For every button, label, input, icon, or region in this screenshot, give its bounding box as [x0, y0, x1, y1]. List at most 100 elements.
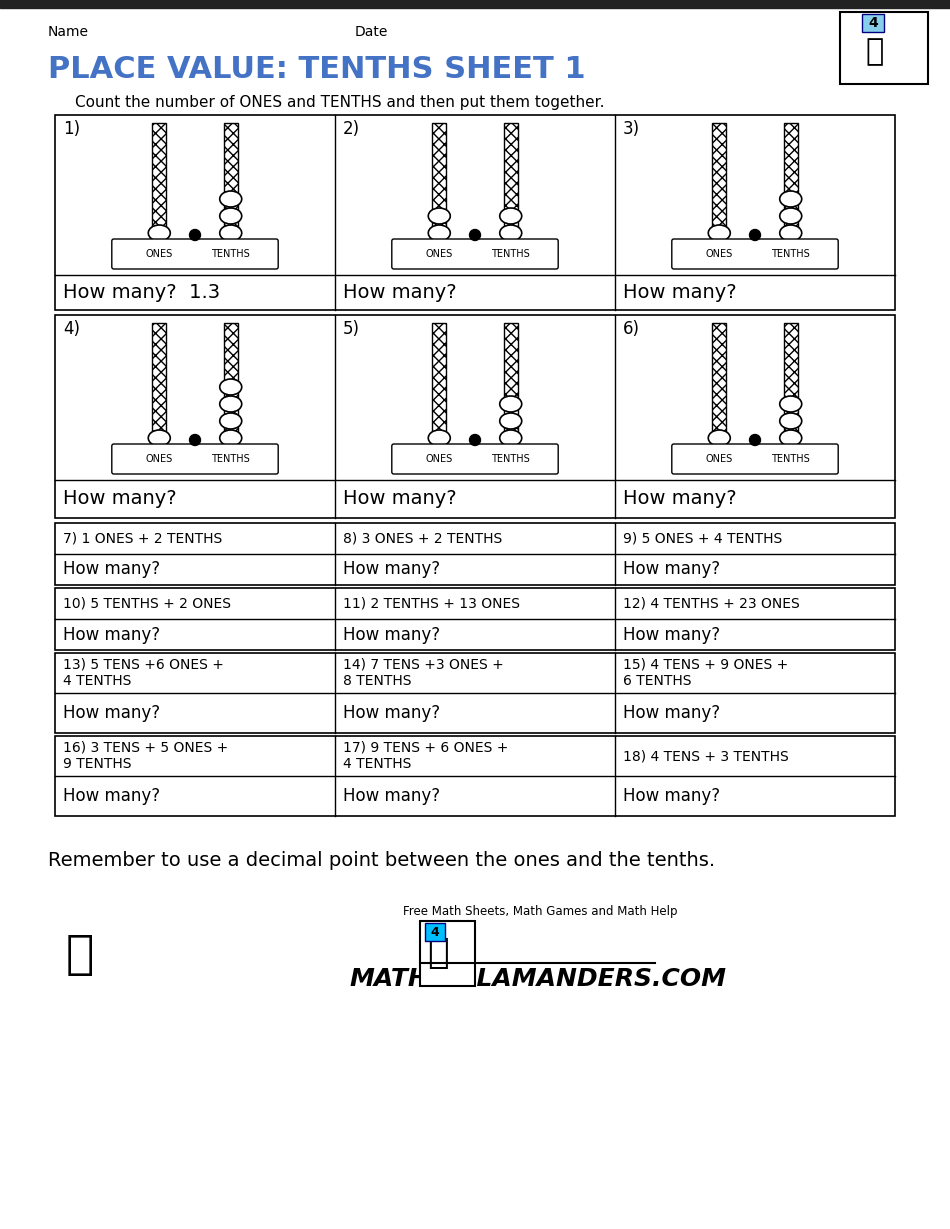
Text: How many?: How many?	[343, 704, 440, 721]
Text: TENTHS: TENTHS	[211, 249, 250, 259]
Text: How many?: How many?	[623, 489, 736, 509]
Text: Free Math Sheets, Math Games and Math Help: Free Math Sheets, Math Games and Math He…	[403, 905, 677, 918]
Ellipse shape	[780, 208, 802, 224]
Text: TENTHS: TENTHS	[771, 249, 810, 259]
Text: 4: 4	[868, 16, 878, 29]
Text: How many?: How many?	[343, 560, 440, 579]
Text: How many?: How many?	[63, 704, 161, 721]
Text: 9) 5 ONES + 4 TENTHS: 9) 5 ONES + 4 TENTHS	[623, 531, 782, 546]
Text: 5): 5)	[343, 320, 360, 338]
Ellipse shape	[219, 208, 241, 224]
Bar	[862, 14, 884, 32]
Ellipse shape	[780, 430, 802, 446]
Text: 6): 6)	[623, 320, 640, 338]
Bar	[55, 315, 895, 517]
Text: How many?: How many?	[63, 560, 161, 579]
Ellipse shape	[500, 225, 522, 241]
Bar	[784, 323, 798, 446]
Ellipse shape	[500, 208, 522, 224]
Ellipse shape	[219, 190, 241, 206]
Circle shape	[189, 230, 200, 241]
FancyBboxPatch shape	[112, 238, 278, 269]
Bar	[152, 123, 166, 241]
Text: How many?: How many?	[63, 626, 161, 644]
Text: How many?: How many?	[623, 283, 736, 302]
Text: 10) 5 TENTHS + 2 ONES: 10) 5 TENTHS + 2 ONES	[63, 596, 231, 611]
Circle shape	[189, 435, 200, 445]
Text: 7) 1 ONES + 2 TENTHS: 7) 1 ONES + 2 TENTHS	[63, 531, 222, 546]
Text: 8) 3 ONES + 2 TENTHS: 8) 3 ONES + 2 TENTHS	[343, 531, 503, 546]
Text: 18) 4 TENS + 3 TENTHS: 18) 4 TENS + 3 TENTHS	[623, 748, 788, 763]
Text: ONES: ONES	[706, 454, 732, 465]
Bar	[55, 524, 895, 585]
Text: 4: 4	[430, 925, 439, 939]
Text: 12) 4 TENTHS + 23 ONES: 12) 4 TENTHS + 23 ONES	[623, 596, 800, 611]
Ellipse shape	[219, 413, 241, 429]
Ellipse shape	[780, 225, 802, 241]
Text: TENTHS: TENTHS	[491, 454, 530, 465]
Text: ONES: ONES	[145, 249, 173, 259]
Bar	[0, 0, 950, 9]
Ellipse shape	[780, 396, 802, 412]
FancyBboxPatch shape	[391, 238, 559, 269]
Text: ONES: ONES	[426, 454, 453, 465]
Bar	[712, 323, 726, 446]
Text: MATH-SALAMANDERS.COM: MATH-SALAMANDERS.COM	[350, 967, 727, 991]
Ellipse shape	[148, 430, 170, 446]
Bar	[224, 123, 238, 241]
FancyBboxPatch shape	[672, 444, 838, 474]
Text: 17) 9 TENS + 6 ONES +
4 TENTHS: 17) 9 TENS + 6 ONES + 4 TENTHS	[343, 741, 508, 771]
Ellipse shape	[500, 413, 522, 429]
Text: How many?: How many?	[343, 489, 457, 509]
Text: TENTHS: TENTHS	[491, 249, 530, 259]
Text: How many?: How many?	[63, 489, 177, 509]
Text: 🐆: 🐆	[428, 936, 448, 970]
Text: How many?  1.3: How many? 1.3	[63, 283, 220, 302]
Bar	[55, 116, 895, 310]
Ellipse shape	[428, 225, 450, 241]
Ellipse shape	[780, 190, 802, 206]
Text: 1): 1)	[63, 120, 80, 138]
Bar	[840, 12, 928, 84]
Bar	[784, 123, 798, 241]
Text: 2): 2)	[343, 120, 360, 138]
Text: ONES: ONES	[145, 454, 173, 465]
Text: TENTHS: TENTHS	[771, 454, 810, 465]
Text: How many?: How many?	[63, 787, 161, 805]
Text: How many?: How many?	[623, 704, 720, 721]
Ellipse shape	[219, 225, 241, 241]
Text: How many?: How many?	[623, 787, 720, 805]
Text: 🦎: 🦎	[66, 934, 94, 978]
Bar	[55, 653, 895, 732]
Ellipse shape	[219, 396, 241, 412]
Text: How many?: How many?	[343, 283, 457, 302]
Text: Date: Date	[355, 25, 389, 39]
Text: 16) 3 TENS + 5 ONES +
9 TENTHS: 16) 3 TENS + 5 ONES + 9 TENTHS	[63, 741, 228, 771]
Text: How many?: How many?	[623, 626, 720, 644]
Text: 11) 2 TENTHS + 13 ONES: 11) 2 TENTHS + 13 ONES	[343, 596, 520, 611]
Ellipse shape	[709, 225, 731, 241]
Text: 14) 7 TENS +3 ONES +
8 TENTHS: 14) 7 TENS +3 ONES + 8 TENTHS	[343, 658, 504, 688]
Bar	[432, 123, 446, 241]
Bar	[712, 123, 726, 241]
Circle shape	[750, 230, 761, 241]
Ellipse shape	[148, 225, 170, 241]
Circle shape	[750, 435, 761, 445]
Text: How many?: How many?	[623, 560, 720, 579]
Text: Remember to use a decimal point between the ones and the tenths.: Remember to use a decimal point between …	[48, 852, 715, 870]
Circle shape	[469, 435, 481, 445]
Text: 15) 4 TENS + 9 ONES +
6 TENTHS: 15) 4 TENS + 9 ONES + 6 TENTHS	[623, 658, 788, 688]
Text: ONES: ONES	[426, 249, 453, 259]
Text: Name: Name	[48, 25, 89, 39]
Text: TENTHS: TENTHS	[211, 454, 250, 465]
Text: How many?: How many?	[343, 787, 440, 805]
Ellipse shape	[500, 396, 522, 412]
Bar	[55, 587, 895, 650]
Text: Count the number of ONES and TENTHS and then put them together.: Count the number of ONES and TENTHS and …	[75, 95, 604, 109]
FancyBboxPatch shape	[112, 444, 278, 474]
Ellipse shape	[428, 430, 450, 446]
Text: ONES: ONES	[706, 249, 732, 259]
Circle shape	[469, 230, 481, 241]
Text: 4): 4)	[63, 320, 80, 338]
Ellipse shape	[219, 379, 241, 395]
